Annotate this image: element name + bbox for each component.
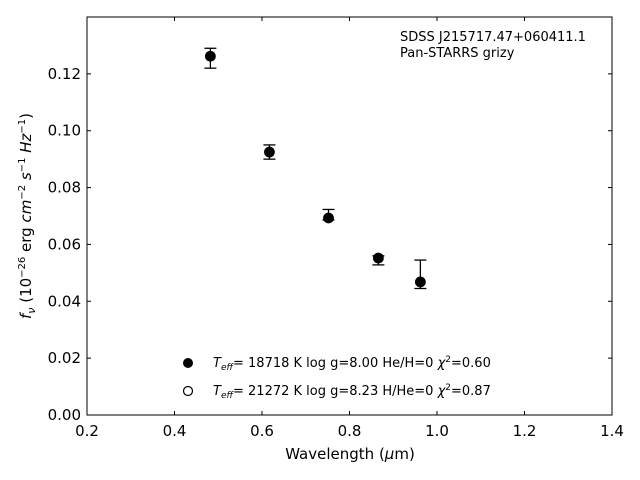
y-axis-label: fν (10−26 erg cm−2 s−1 Hz−1): [17, 113, 38, 319]
legend-entry-1: Teff= 18718 K log g=8.00 He/H=0 χ2=0.60: [213, 355, 491, 373]
annotation-survey: Pan-STARRS grizy: [400, 46, 515, 61]
y-tick-label: 0.02: [48, 349, 81, 367]
model-point-open: [204, 50, 216, 62]
legend: Teff= 18718 K log g=8.00 He/H=0 χ2=0.60 …: [182, 355, 491, 401]
y-tick-label: 0.08: [48, 179, 81, 197]
y-tick-label: 0.12: [48, 65, 81, 83]
model-point-open: [372, 252, 384, 264]
legend-marker-open: [182, 385, 194, 397]
svg-text:fν (10−26 erg cm−2 s−1 Hz−1): fν (10−26 erg cm−2 s−1 Hz−1): [17, 113, 38, 319]
y-tick-label: 0.04: [48, 292, 81, 310]
x-tick-label: 1.4: [600, 422, 624, 440]
y-tick-label: 0.06: [48, 235, 81, 253]
model-point-open: [414, 276, 426, 288]
y-tick-label: 0.10: [48, 122, 81, 140]
x-tick-label: 0.6: [250, 422, 274, 440]
x-tick-label: 0.4: [163, 422, 187, 440]
model-point-open: [264, 146, 275, 158]
y-tick-label: 0.00: [48, 406, 81, 424]
y-axis: 0.00 0.02 0.04 0.06 0.08 0.10 0.12: [48, 65, 612, 424]
x-tick-label: 1.0: [425, 422, 449, 440]
legend-marker-filled: [183, 358, 193, 368]
legend-entry-2: Teff= 21272 K log g=8.23 H/He=0 χ2=0.87: [213, 383, 491, 401]
x-tick-label: 0.2: [75, 422, 99, 440]
x-tick-label: 0.8: [338, 422, 362, 440]
plot-marks: [204, 47, 427, 290]
x-tick-label: 1.2: [513, 422, 537, 440]
x-axis-label: Wavelength (μm): [285, 445, 415, 463]
annotation-object: SDSS J215717.47+060411.1: [400, 30, 586, 45]
model-point-open: [323, 212, 334, 224]
plot-frame: [86, 16, 613, 416]
x-axis: 0.2 0.4 0.6 0.8 1.0 1.2 1.4: [75, 17, 624, 440]
